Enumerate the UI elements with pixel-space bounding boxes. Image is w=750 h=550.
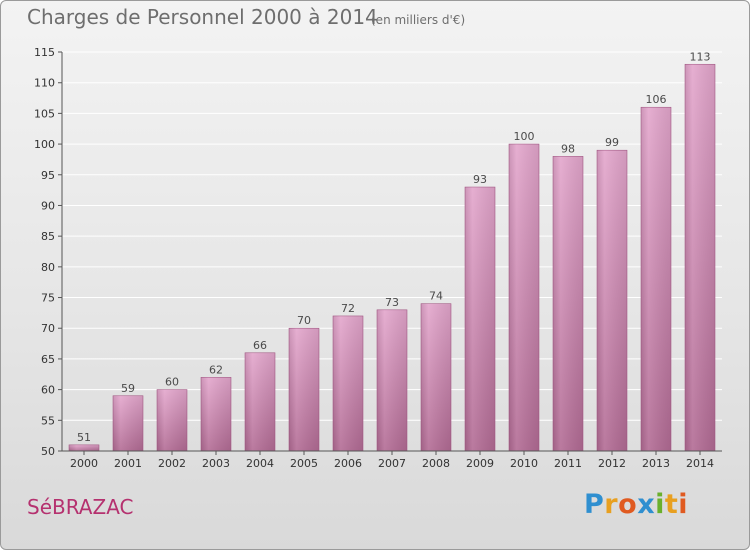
x-tick-label: 2004 [246,457,274,470]
data-label: 70 [297,314,311,327]
x-tick-label: 2003 [202,457,230,470]
x-tick-label: 2000 [70,457,98,470]
x-tick-label: 2007 [378,457,406,470]
logo-letter: t [664,489,679,520]
x-tick-label: 2014 [686,457,714,470]
logo-letter: x [637,489,656,520]
data-label: 99 [605,136,619,149]
bar-shade [421,303,451,451]
x-tick-label: 2012 [598,457,626,470]
commune-name: SéBRAZAC [27,495,134,519]
bar-shade [69,444,99,451]
chart-subtitle: (en milliers d'€) [371,13,466,27]
y-tick-label: 75 [41,292,55,305]
x-tick-label: 2006 [334,457,362,470]
bar-shade [465,187,495,452]
bar-shade [289,328,319,451]
x-tick-label: 2008 [422,457,450,470]
bar-shade [377,309,407,451]
bar-shade [245,352,275,451]
y-tick-label: 50 [41,445,55,458]
bar-shade [113,395,143,451]
logo-letter: P [584,489,605,520]
x-tick-label: 2001 [114,457,142,470]
data-label: 51 [77,431,91,444]
logo-letter: i [678,489,689,520]
y-tick-label: 110 [34,77,55,90]
y-tick-label: 65 [41,353,55,366]
y-tick-label: 90 [41,199,55,212]
data-label: 74 [429,290,443,303]
data-label: 106 [646,93,667,106]
chart-title: Charges de Personnel 2000 à 2014 [27,5,378,29]
y-tick-label: 115 [34,46,55,59]
x-tick-label: 2009 [466,457,494,470]
data-label: 66 [253,339,267,352]
logo-letter: r [604,489,619,520]
x-tick-label: 2011 [554,457,582,470]
logo-letter: i [655,489,665,520]
x-tick-label: 2005 [290,457,318,470]
bar-shade [201,377,231,451]
bar-shade [333,315,363,451]
bar-shade [553,156,583,451]
y-tick-label: 105 [34,107,55,120]
data-label: 73 [385,296,399,309]
y-tick-label: 70 [41,322,55,335]
proxiti-logo: Proxiti [584,489,688,520]
x-tick-label: 2010 [510,457,538,470]
y-tick-label: 85 [41,230,55,243]
data-label: 93 [473,173,487,186]
labels: 50 55 60 65 70 75 80 85 90 95 100 105 110 115 51 2000 59… [34,46,714,470]
x-tick-label: 2013 [642,457,670,470]
y-tick-label: 80 [41,261,55,274]
bars [68,63,716,452]
logo-letter: o [618,489,638,520]
data-label: 98 [561,142,575,155]
data-label: 100 [514,130,535,143]
bar-shade [641,107,671,451]
y-tick-label: 60 [41,384,55,397]
y-tick-label: 100 [34,138,55,151]
axes [58,51,722,455]
bar-shade [597,150,627,451]
y-tick-label: 55 [41,414,55,427]
data-label: 113 [690,50,711,63]
data-label: 62 [209,363,223,376]
bar-shade [509,144,539,452]
data-label: 59 [121,382,135,395]
data-label: 60 [165,376,179,389]
y-tick-label: 95 [41,169,55,182]
x-tick-label: 2002 [158,457,186,470]
bar-shade [157,389,187,451]
data-label: 72 [341,302,355,315]
bar-shade [685,64,715,452]
